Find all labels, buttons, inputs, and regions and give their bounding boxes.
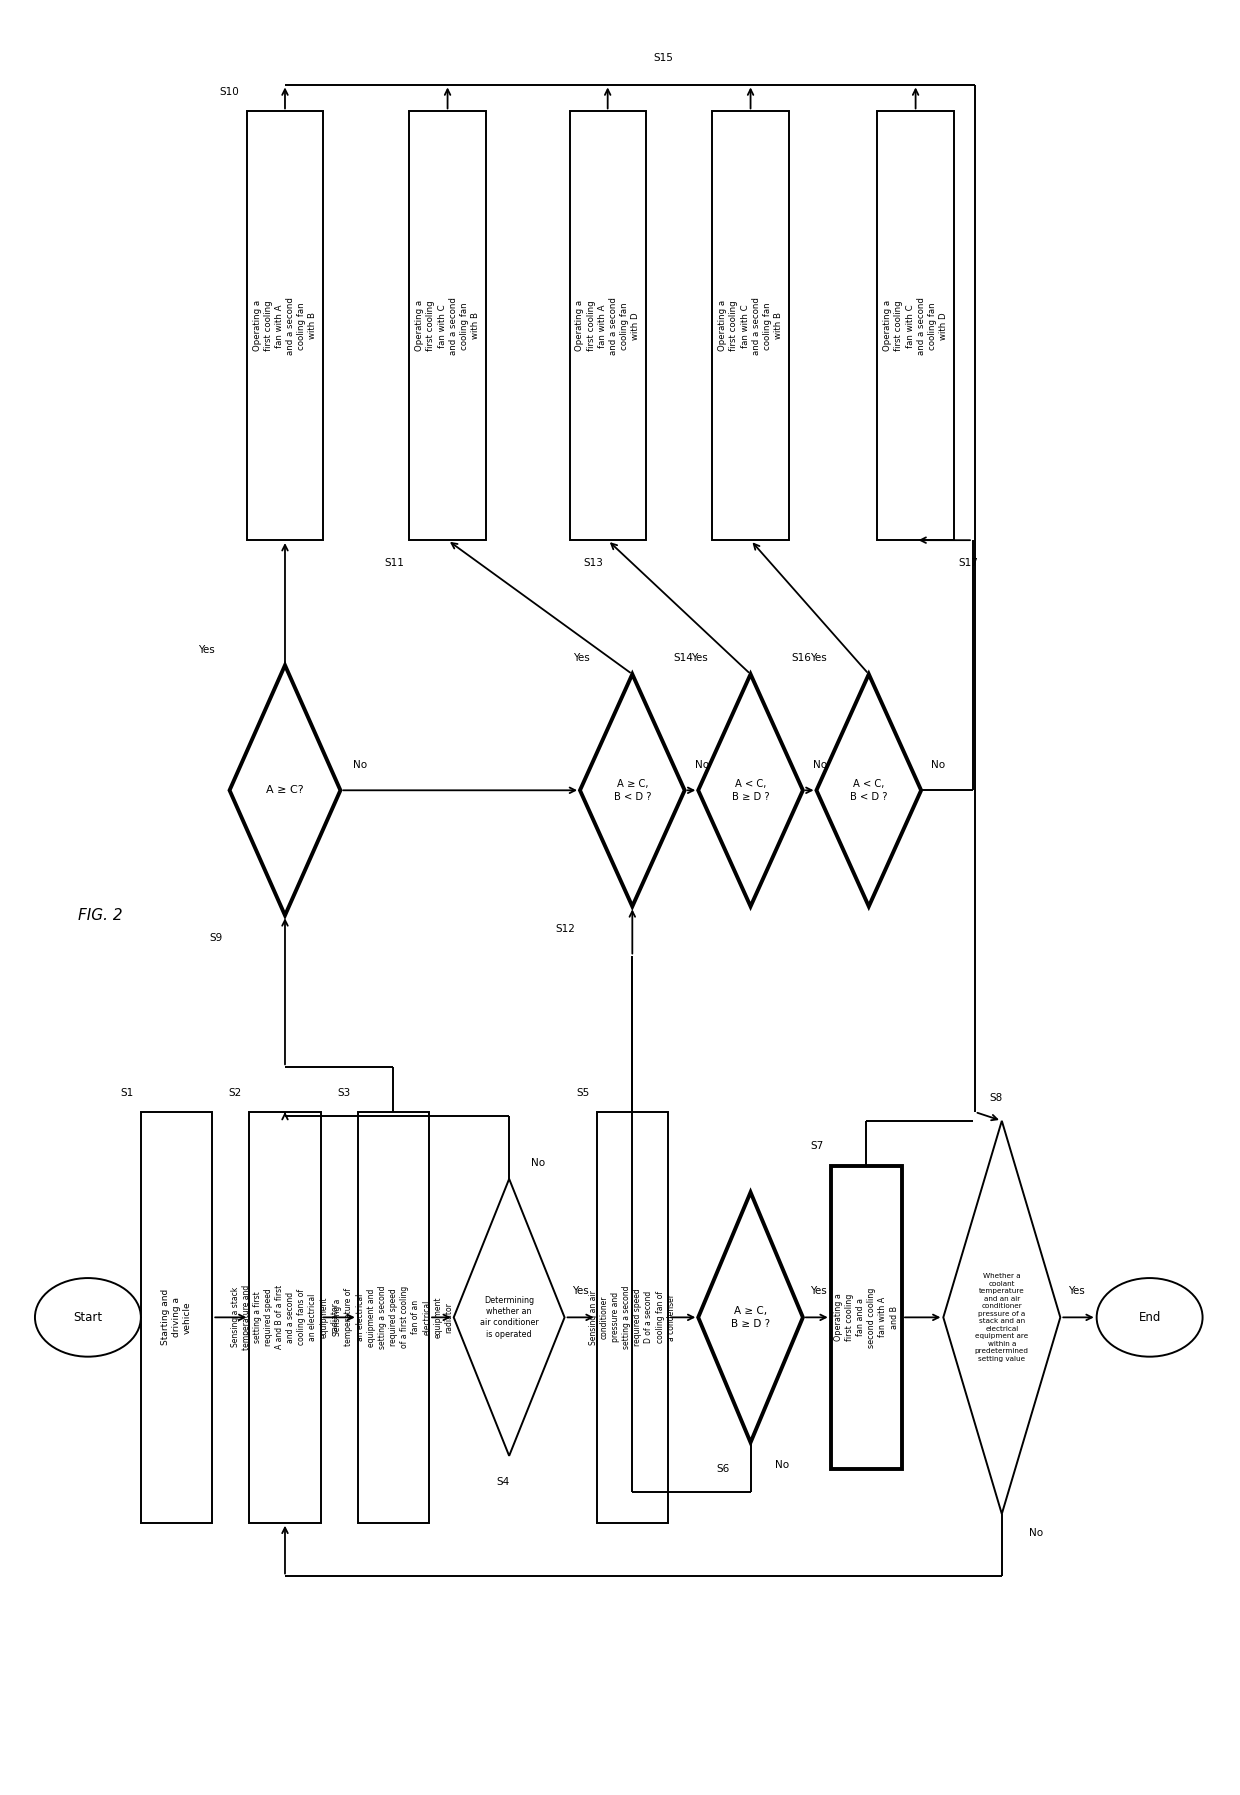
Text: Sensing an air
conditioner
pressure and
setting a second
required speed
D of a s: Sensing an air conditioner pressure and … — [589, 1285, 676, 1350]
Text: S14: S14 — [673, 653, 693, 664]
Text: A ≥ C,
B ≥ D ?: A ≥ C, B ≥ D ? — [732, 1307, 770, 1328]
Text: S5: S5 — [575, 1088, 589, 1097]
Text: A < C,
B < D ?: A < C, B < D ? — [851, 779, 888, 802]
Text: Operating a
first cooling
fan and a
second cooling
fan with A
and B: Operating a first cooling fan and a seco… — [835, 1287, 899, 1348]
Text: S12: S12 — [556, 924, 575, 935]
FancyBboxPatch shape — [247, 111, 324, 540]
Text: Yes: Yes — [198, 644, 215, 655]
Text: A ≥ C,
B < D ?: A ≥ C, B < D ? — [614, 779, 651, 802]
Polygon shape — [580, 675, 684, 906]
Text: Yes: Yes — [1068, 1285, 1085, 1296]
Text: S7: S7 — [810, 1142, 823, 1151]
Text: Operating a
first cooling
fan with C
and a second
cooling fan
with D: Operating a first cooling fan with C and… — [883, 296, 947, 355]
Text: S13: S13 — [583, 558, 603, 567]
FancyBboxPatch shape — [357, 1111, 429, 1522]
Text: Yes: Yes — [692, 653, 708, 664]
FancyBboxPatch shape — [569, 111, 646, 540]
Text: Whether a
coolant
temperature
and an air
conditioner
pressure of a
stack and an
: Whether a coolant temperature and an air… — [975, 1273, 1029, 1362]
Text: Yes: Yes — [572, 1285, 589, 1296]
Text: S15: S15 — [653, 54, 673, 63]
Ellipse shape — [1096, 1278, 1203, 1357]
Text: S9: S9 — [208, 933, 222, 942]
Polygon shape — [698, 675, 804, 906]
Text: A < C,
B ≥ D ?: A < C, B ≥ D ? — [732, 779, 769, 802]
Text: Yes: Yes — [810, 653, 826, 664]
Polygon shape — [944, 1120, 1060, 1513]
Text: S17: S17 — [959, 558, 978, 567]
Text: S2: S2 — [228, 1088, 242, 1097]
FancyBboxPatch shape — [831, 1165, 901, 1470]
FancyBboxPatch shape — [712, 111, 789, 540]
Polygon shape — [454, 1179, 564, 1456]
FancyBboxPatch shape — [878, 111, 954, 540]
Text: No: No — [1029, 1528, 1043, 1538]
Text: End: End — [1138, 1310, 1161, 1325]
Text: Operating a
first cooling
fan with A
and a second
cooling fan
with D: Operating a first cooling fan with A and… — [575, 296, 640, 355]
Text: S6: S6 — [717, 1465, 730, 1474]
Text: Starting and
driving a
vehicle: Starting and driving a vehicle — [161, 1289, 192, 1346]
Text: No: No — [531, 1158, 546, 1169]
Text: S3: S3 — [337, 1088, 350, 1097]
Polygon shape — [698, 1192, 804, 1443]
Text: A ≥ C?: A ≥ C? — [267, 784, 304, 795]
Text: Operating a
first cooling
fan with A
and a second
cooling fan
with B: Operating a first cooling fan with A and… — [253, 296, 317, 355]
FancyBboxPatch shape — [141, 1111, 212, 1522]
Text: FIG. 2: FIG. 2 — [78, 908, 123, 923]
Text: Operating a
first cooling
fan with C
and a second
cooling fan
with B: Operating a first cooling fan with C and… — [718, 296, 782, 355]
Text: S1: S1 — [120, 1088, 134, 1097]
Text: S11: S11 — [384, 558, 404, 567]
Text: No: No — [931, 761, 945, 770]
Polygon shape — [816, 675, 921, 906]
Ellipse shape — [35, 1278, 141, 1357]
Text: Sensing a
temperature of
an electrical
equipment and
setting a second
required s: Sensing a temperature of an electrical e… — [334, 1285, 454, 1350]
Text: S16: S16 — [791, 653, 811, 664]
Polygon shape — [229, 666, 341, 915]
Text: Determining
whether an
air conditioner
is operated: Determining whether an air conditioner i… — [480, 1296, 538, 1339]
Text: S10: S10 — [219, 88, 239, 97]
Text: Sensing a stack
temperature and
setting a first
required speed
A and B of a firs: Sensing a stack temperature and setting … — [231, 1285, 340, 1350]
Text: No: No — [812, 761, 827, 770]
Text: Yes: Yes — [573, 653, 590, 664]
Text: Yes: Yes — [811, 1285, 827, 1296]
Text: No: No — [352, 761, 367, 770]
Text: S4: S4 — [496, 1477, 510, 1488]
Text: No: No — [694, 761, 708, 770]
Text: S8: S8 — [990, 1093, 1002, 1102]
Text: No: No — [775, 1461, 790, 1470]
Text: Start: Start — [73, 1310, 103, 1325]
FancyBboxPatch shape — [596, 1111, 668, 1522]
FancyBboxPatch shape — [409, 111, 486, 540]
FancyBboxPatch shape — [249, 1111, 321, 1522]
Text: Operating a
first cooling
fan with C
and a second
cooling fan
with B: Operating a first cooling fan with C and… — [415, 296, 480, 355]
